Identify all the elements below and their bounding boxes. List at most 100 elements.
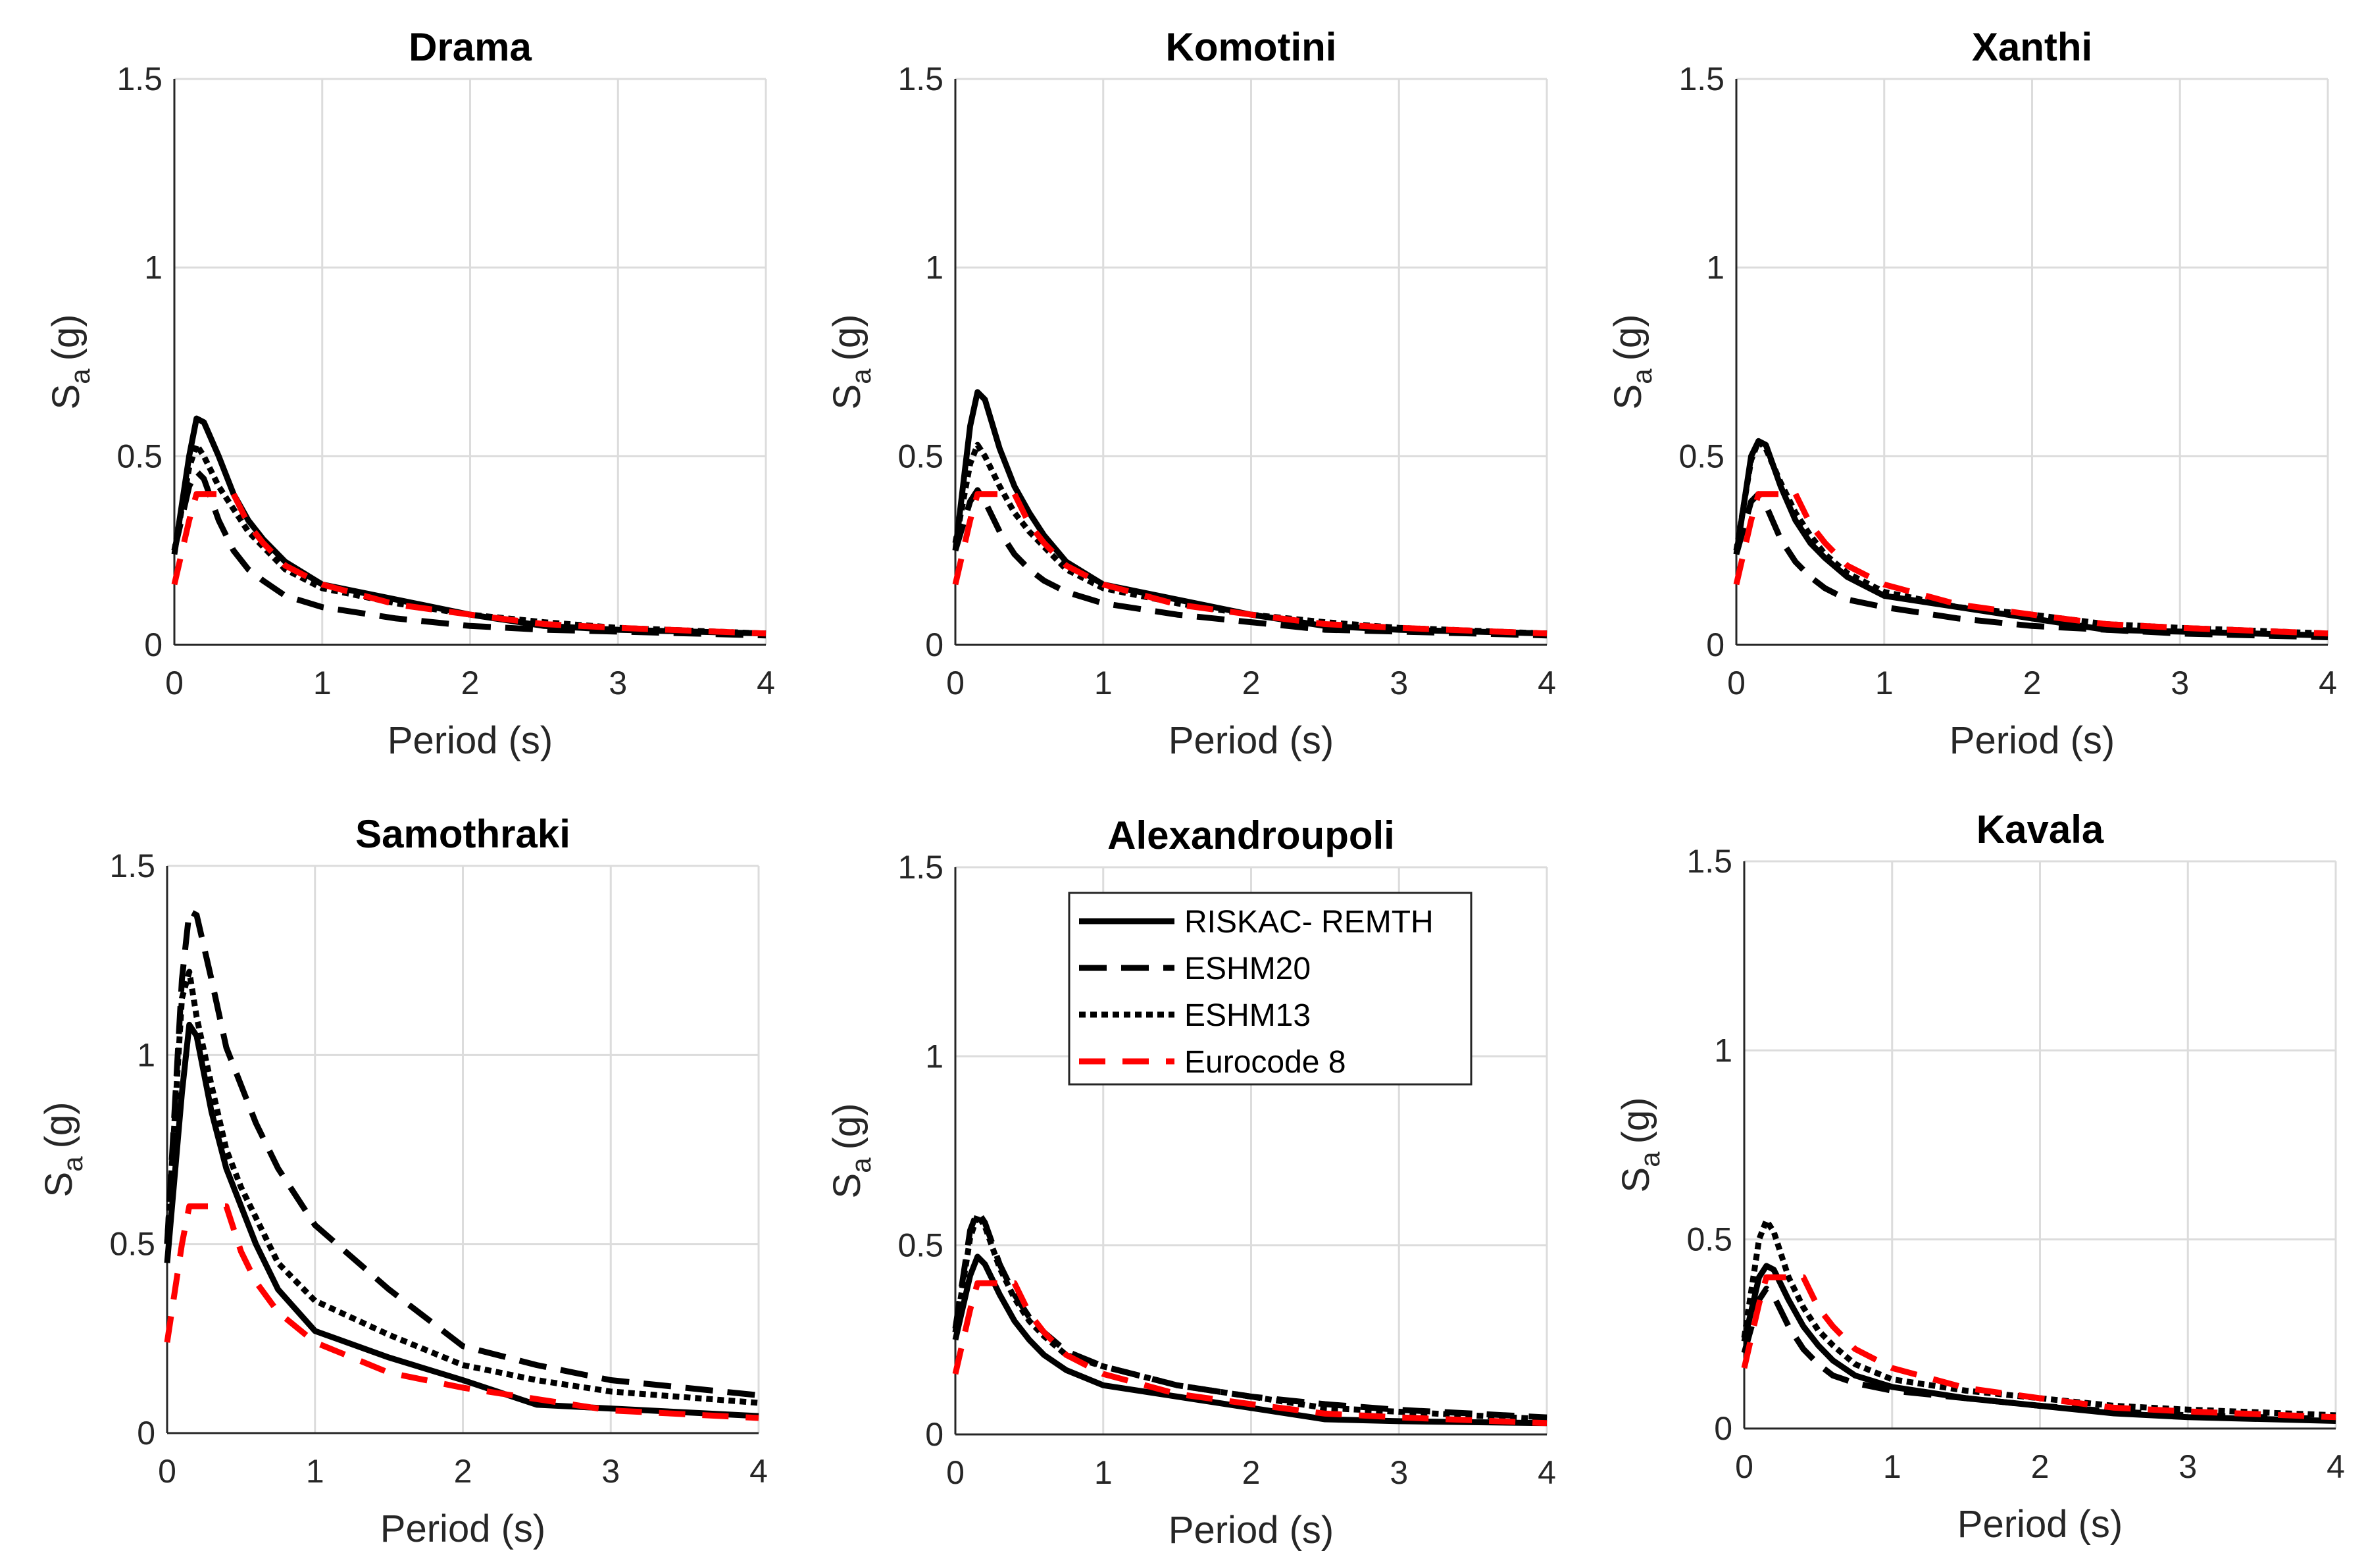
y-tick-label: 0.5 bbox=[109, 1226, 155, 1263]
y-tick-label: 0.5 bbox=[897, 1227, 944, 1264]
series-line-eshm13 bbox=[1733, 438, 2328, 637]
y-tick-label: 1 bbox=[1714, 1032, 1732, 1069]
x-tick-label: 4 bbox=[1538, 1454, 1556, 1491]
y-tick-label: 1.5 bbox=[1686, 843, 1732, 880]
series-line-eshm20 bbox=[171, 468, 767, 639]
series-line-eurocode-8 bbox=[171, 491, 767, 637]
x-tick-label: 4 bbox=[757, 665, 775, 701]
series-line-eshm20 bbox=[1741, 1285, 2336, 1423]
series-line-eshm20 bbox=[1733, 491, 2328, 640]
y-label-unit: (g) bbox=[826, 315, 868, 361]
y-tick-label: 1 bbox=[137, 1036, 155, 1073]
y-tick-label: 1.5 bbox=[1678, 61, 1724, 97]
y-tick-label: 0.5 bbox=[897, 438, 944, 474]
y-axis-label: Sa (g) bbox=[38, 1102, 88, 1198]
y-tick-label: 0 bbox=[144, 626, 163, 663]
x-axis-label: Period (s) bbox=[1950, 719, 2115, 762]
x-axis-label: Period (s) bbox=[388, 719, 553, 762]
x-tick-label: 1 bbox=[1094, 665, 1113, 701]
x-axis-label: Period (s) bbox=[380, 1507, 545, 1550]
y-axis-label: Sa (g) bbox=[826, 1103, 876, 1199]
series-line-eurocode-8 bbox=[952, 491, 1548, 637]
y-label-symbol: S bbox=[1607, 384, 1649, 410]
y-tick-label: 1.5 bbox=[116, 61, 163, 97]
subplot-samothraki: 0 1 2 3 4 0 0.5 1 1.5 Samothraki Period (s) Sa (g) bbox=[38, 812, 768, 1550]
subplot-xanthi: 0 1 2 3 4 0 0.5 1 1.5 Xanthi Period (s) Sa (g) bbox=[1607, 25, 2337, 762]
x-tick-label: 1 bbox=[1883, 1448, 1901, 1485]
x-tick-label: 2 bbox=[454, 1453, 472, 1490]
series-line-eurocode-8 bbox=[1741, 1274, 2336, 1421]
y-label-unit: (g) bbox=[38, 1102, 80, 1149]
subplot-komotini: 0 1 2 3 4 0 0.5 1 1.5 Komotini Period (s) Sa (g) bbox=[826, 25, 1556, 762]
series-line-eurocode-8 bbox=[164, 1203, 759, 1421]
x-tick-label: 0 bbox=[158, 1453, 176, 1490]
subplot-drama: 0 1 2 3 4 0 0.5 1 1.5 Drama Period (s) Sa (g) bbox=[45, 25, 775, 762]
x-tick-label: 3 bbox=[2171, 665, 2189, 701]
y-tick-label: 1.5 bbox=[109, 847, 155, 884]
y-label-subscript: a bbox=[845, 368, 876, 384]
y-label-subscript: a bbox=[57, 1156, 88, 1172]
y-tick-label: 0 bbox=[925, 1416, 944, 1453]
y-label-subscript: a bbox=[64, 368, 95, 384]
legend-label: Eurocode 8 bbox=[1184, 1045, 1346, 1080]
y-tick-label: 0.5 bbox=[1686, 1221, 1732, 1258]
y-label-unit: (g) bbox=[1615, 1098, 1657, 1144]
y-tick-label: 0 bbox=[137, 1415, 155, 1452]
x-tick-label: 2 bbox=[2031, 1448, 2050, 1485]
x-tick-label: 3 bbox=[609, 665, 627, 701]
y-axis-label: Sa (g) bbox=[1615, 1098, 1665, 1193]
y-label-subscript: a bbox=[1626, 368, 1657, 384]
x-tick-label: 3 bbox=[2178, 1448, 2197, 1485]
legend-label: ESHM13 bbox=[1184, 998, 1311, 1033]
x-tick-label: 4 bbox=[1538, 665, 1556, 701]
legend-label: ESHM20 bbox=[1184, 951, 1311, 986]
subplot-title: Samothraki bbox=[355, 812, 570, 856]
y-tick-label: 0.5 bbox=[1678, 438, 1724, 474]
x-tick-label: 0 bbox=[1735, 1448, 1753, 1485]
legend-label: RISKAC- REMTH bbox=[1184, 905, 1434, 940]
y-label-symbol: S bbox=[38, 1172, 80, 1198]
y-axis-label: Sa (g) bbox=[45, 315, 95, 410]
y-label-symbol: S bbox=[1615, 1167, 1657, 1193]
subplot-title: Drama bbox=[409, 25, 532, 69]
series-line-eurocode-8 bbox=[952, 1280, 1548, 1427]
subplot-title: Komotini bbox=[1166, 25, 1337, 69]
x-tick-label: 1 bbox=[306, 1453, 324, 1490]
x-tick-label: 4 bbox=[749, 1453, 768, 1490]
subplot-alexandroupoli: 0 1 2 3 4 0 0.5 1 1.5 Alexandroupoli Period (s) Sa (… bbox=[826, 813, 1556, 1552]
y-label-unit: (g) bbox=[826, 1103, 868, 1150]
x-tick-label: 4 bbox=[2319, 665, 2337, 701]
x-axis-label: Period (s) bbox=[1169, 1509, 1334, 1552]
y-tick-label: 0 bbox=[925, 626, 944, 663]
x-tick-label: 1 bbox=[313, 665, 332, 701]
x-tick-label: 1 bbox=[1875, 665, 1894, 701]
y-tick-label: 1.5 bbox=[897, 61, 944, 97]
y-tick-label: 0.5 bbox=[116, 438, 163, 474]
legend: RISKAC- REMTH ESHM20 ESHM13 Eurocode 8 bbox=[1068, 892, 1472, 1086]
y-tick-label: 0 bbox=[1714, 1410, 1732, 1447]
series-line-eshm13 bbox=[952, 442, 1548, 637]
x-tick-label: 2 bbox=[2023, 665, 2042, 701]
x-tick-label: 2 bbox=[461, 665, 480, 701]
legend-box bbox=[1068, 892, 1472, 1086]
x-axis-label: Period (s) bbox=[1957, 1503, 2123, 1546]
y-label-symbol: S bbox=[45, 384, 88, 410]
y-label-unit: (g) bbox=[1607, 315, 1649, 361]
series-line-riskac-remth bbox=[952, 1253, 1548, 1427]
y-tick-label: 1 bbox=[144, 249, 163, 286]
y-axis-label: Sa (g) bbox=[826, 315, 876, 410]
x-tick-label: 0 bbox=[1727, 665, 1746, 701]
series-line-eshm13 bbox=[171, 442, 767, 637]
x-axis-label: Period (s) bbox=[1169, 719, 1334, 762]
x-tick-label: 0 bbox=[165, 665, 184, 701]
y-tick-label: 1 bbox=[1706, 249, 1724, 286]
y-label-unit: (g) bbox=[45, 315, 88, 361]
series-line-eurocode-8 bbox=[1733, 491, 2328, 637]
y-axis-label: Sa (g) bbox=[1607, 315, 1657, 410]
series-line-eshm13 bbox=[1741, 1217, 2336, 1419]
x-tick-label: 3 bbox=[601, 1453, 620, 1490]
y-tick-label: 1 bbox=[925, 1038, 944, 1075]
subplot-title: Alexandroupoli bbox=[1107, 813, 1395, 857]
subplot-title: Xanthi bbox=[1972, 25, 2092, 69]
series-line-eshm13 bbox=[164, 969, 759, 1406]
